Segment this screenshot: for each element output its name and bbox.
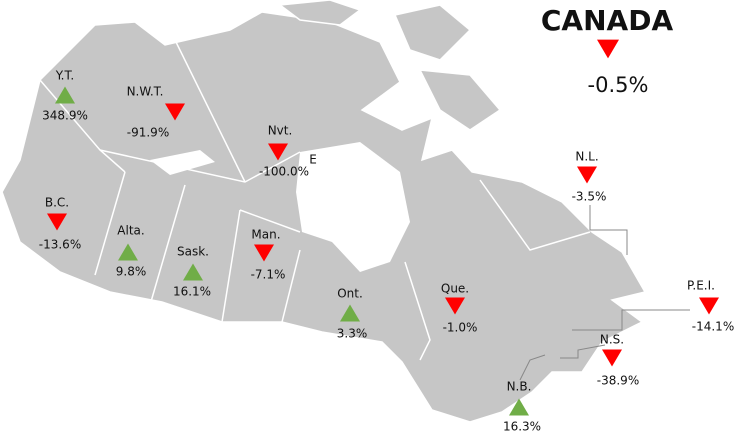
annotation: E [309,153,317,167]
trend-arrow [165,103,185,121]
leader-lines [519,205,690,381]
arctic-islands [278,0,502,131]
region-change: 3.3% [337,327,368,341]
borders [39,39,591,361]
region-change: -13.6% [39,238,81,252]
land [1,0,690,423]
region-label: N.L. [575,150,598,164]
trend-arrow [118,243,138,261]
trend-arrow [509,398,529,416]
region-change: 9.8% [116,265,147,279]
border [174,39,246,183]
region-label: P.E.I. [687,279,715,293]
trend-arrow [183,263,203,281]
region-change: -1.0% [443,321,478,335]
trend-arrow [445,297,465,315]
border [404,261,431,361]
trend-arrow [254,244,274,262]
region-label: Ont. [337,287,363,301]
region-label: B.C. [45,196,69,210]
region-label: Man. [251,228,280,242]
region-change: 348.9% [42,109,88,123]
region-change: 16.3% [503,420,541,434]
border [479,179,591,251]
trend-arrow [602,349,622,367]
trend-arrow [577,166,597,184]
region-label: N.B. [507,380,532,394]
border [281,249,301,323]
region-change: 16.1% [173,285,211,299]
region-label: N.W.T. [127,85,164,99]
title: CANADA [541,4,674,37]
region-label: Nvt. [268,124,293,138]
trend-arrow [699,297,719,315]
border [239,209,301,233]
hudson-bay [296,142,410,272]
border [94,171,126,276]
region-label: Alta. [117,224,144,238]
trend-arrow [340,304,360,322]
border [149,184,186,306]
region-change: -14.1% [692,320,734,334]
region-change: -3.5% [572,190,607,204]
leader-line [560,344,606,359]
trend-arrow [55,86,75,104]
region-label: Que. [441,282,469,296]
great-slave-lake [150,150,215,175]
leader-line [572,309,690,331]
trend-arrow [47,213,67,231]
region-change: -91.9% [127,126,169,140]
national-change: -0.5% [588,73,649,97]
region-label: N.S. [600,333,624,347]
region-label: Y.T. [55,69,74,83]
region-change: -100.0% [259,165,309,179]
trend-arrow [597,39,619,59]
region-label: Sask. [177,245,209,259]
region-change: -38.9% [597,374,639,388]
border [221,209,241,323]
trend-arrow [268,143,288,161]
region-change: -7.1% [251,268,286,282]
leader-line [519,354,546,381]
leader-line [589,205,628,255]
